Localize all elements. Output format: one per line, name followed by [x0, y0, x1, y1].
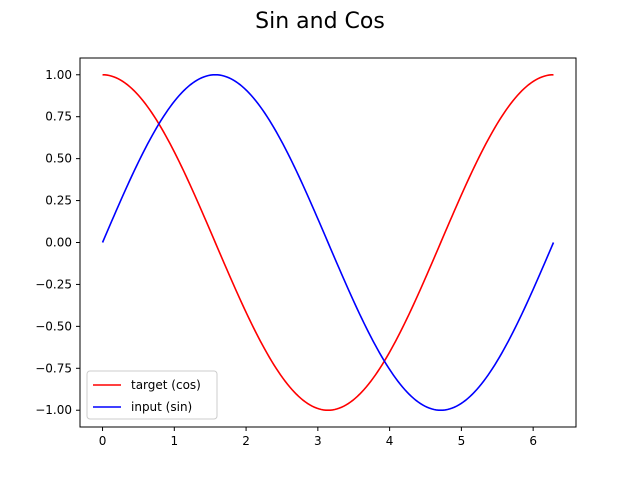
legend-label-sin: input (sin): [131, 400, 192, 414]
x-tick-label: 3: [314, 434, 322, 448]
plot-lines: [101, 73, 555, 412]
y-tick-label: −0.25: [35, 277, 72, 291]
y-tick-label: −0.50: [35, 319, 72, 333]
x-tick-label: 4: [386, 434, 394, 448]
legend-label-cos: target (cos): [131, 378, 201, 392]
y-tick-label: 1.00: [45, 68, 72, 82]
x-tick-label: 6: [529, 434, 537, 448]
x-axis: 0 1 2 3 4 5 6: [99, 427, 537, 448]
y-tick-label: −1.00: [35, 403, 72, 417]
legend: target (cos) input (sin): [86, 370, 218, 420]
y-axis: −1.00 −0.75 −0.50 −0.25 0.00 0.25 0.50 0.75 1.00: [35, 68, 80, 417]
series-line-sin: [101, 73, 555, 412]
y-tick-label: 0.00: [45, 236, 72, 250]
y-tick-label: −0.75: [35, 361, 72, 375]
x-tick-label: 5: [458, 434, 466, 448]
y-tick-label: 0.75: [45, 110, 72, 124]
x-tick-label: 1: [170, 434, 178, 448]
x-tick-label: 2: [242, 434, 250, 448]
y-tick-label: 0.50: [45, 152, 72, 166]
series-line-cos: [102, 73, 554, 412]
chart-title: Sin and Cos: [255, 9, 385, 34]
x-tick-label: 0: [99, 434, 107, 448]
y-tick-label: 0.25: [45, 194, 72, 208]
